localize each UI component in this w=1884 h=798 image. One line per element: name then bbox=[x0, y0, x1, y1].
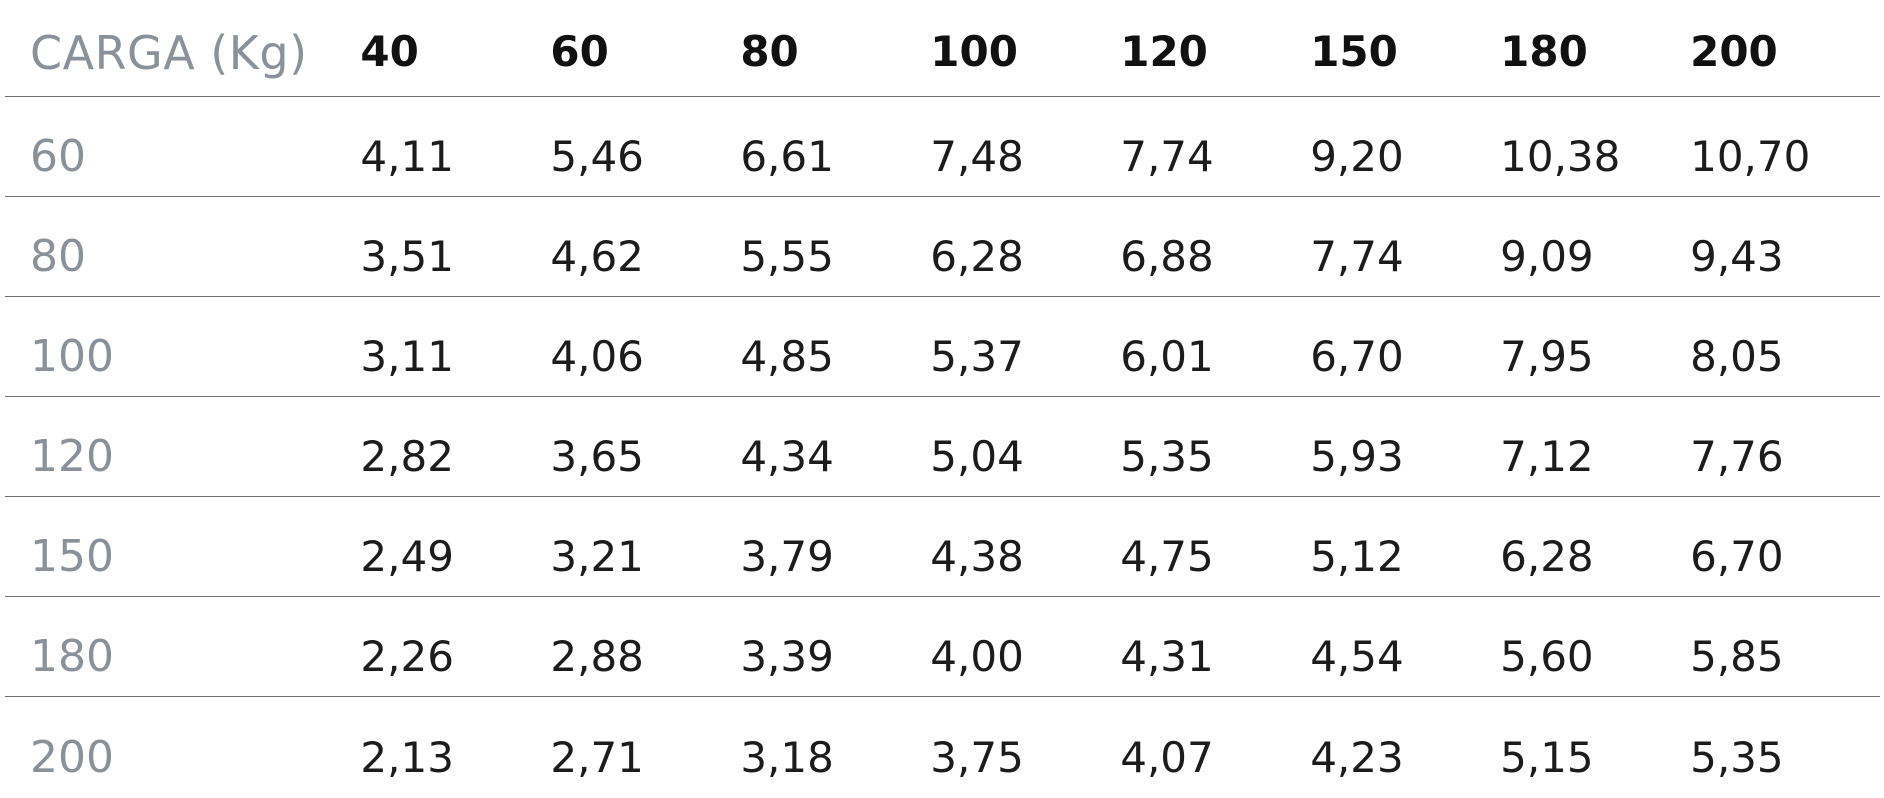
table-cell: 5,85 bbox=[1690, 632, 1784, 681]
table-cell: 4,62 bbox=[550, 232, 644, 281]
table-cell: 5,04 bbox=[930, 432, 1024, 481]
table-cell: 5,46 bbox=[550, 132, 644, 181]
column-header: 60 bbox=[550, 26, 609, 76]
table-header-row: CARGA (Kg) 40 60 80 100 120 150 180 200 bbox=[5, 0, 1880, 97]
table-cell: 3,51 bbox=[360, 232, 454, 281]
table-cell: 6,28 bbox=[930, 232, 1024, 281]
table-cell: 4,00 bbox=[930, 632, 1024, 681]
column-header: 80 bbox=[740, 26, 799, 76]
table-row: 150 2,49 3,21 3,79 4,38 4,75 5,12 6,28 6… bbox=[5, 497, 1880, 597]
table-cell: 2,88 bbox=[550, 632, 644, 681]
table-cell: 4,06 bbox=[550, 332, 644, 381]
table-cell: 4,11 bbox=[360, 132, 454, 181]
table-row: 60 4,11 5,46 6,61 7,48 7,74 9,20 10,38 1… bbox=[5, 97, 1880, 197]
table-cell: 10,38 bbox=[1500, 132, 1621, 181]
table-cell: 3,65 bbox=[550, 432, 644, 481]
table-row: 80 3,51 4,62 5,55 6,28 6,88 7,74 9,09 9,… bbox=[5, 197, 1880, 297]
table-cell: 7,48 bbox=[930, 132, 1024, 181]
table-row: 200 2,13 2,71 3,18 3,75 4,07 4,23 5,15 5… bbox=[5, 697, 1880, 797]
table-cell: 6,70 bbox=[1310, 332, 1404, 381]
table-cell: 5,35 bbox=[1120, 432, 1214, 481]
column-header: 40 bbox=[360, 26, 419, 76]
table-cell: 2,26 bbox=[360, 632, 454, 681]
table-cell: 7,76 bbox=[1690, 432, 1784, 481]
table-cell: 5,93 bbox=[1310, 432, 1404, 481]
table-cell: 4,31 bbox=[1120, 632, 1214, 681]
table-cell: 6,61 bbox=[740, 132, 834, 181]
column-header: 180 bbox=[1500, 26, 1588, 76]
table-cell: 4,23 bbox=[1310, 732, 1404, 782]
table-cell: 8,05 bbox=[1690, 332, 1784, 381]
table-cell: 6,28 bbox=[1500, 532, 1594, 581]
table-cell: 7,95 bbox=[1500, 332, 1594, 381]
table-cell: 5,12 bbox=[1310, 532, 1404, 581]
load-table: CARGA (Kg) 40 60 80 100 120 150 180 200 … bbox=[5, 0, 1880, 797]
table-cell: 3,75 bbox=[930, 732, 1024, 782]
table-row: 180 2,26 2,88 3,39 4,00 4,31 4,54 5,60 5… bbox=[5, 597, 1880, 697]
table-cell: 4,07 bbox=[1120, 732, 1214, 782]
table-cell: 7,74 bbox=[1310, 232, 1404, 281]
table-cell: 4,54 bbox=[1310, 632, 1404, 681]
column-header: 150 bbox=[1310, 26, 1398, 76]
table-cell: 4,38 bbox=[930, 532, 1024, 581]
table-cell: 5,55 bbox=[740, 232, 834, 281]
table-cell: 2,13 bbox=[360, 732, 454, 782]
row-label: 120 bbox=[30, 431, 114, 482]
table-cell: 4,85 bbox=[740, 332, 834, 381]
table-cell: 2,49 bbox=[360, 532, 454, 581]
table-cell: 6,70 bbox=[1690, 532, 1784, 581]
table-cell: 3,39 bbox=[740, 632, 834, 681]
row-label: 60 bbox=[30, 131, 86, 182]
table-cell: 2,71 bbox=[550, 732, 644, 782]
table-cell: 9,09 bbox=[1500, 232, 1594, 281]
table-cell: 7,12 bbox=[1500, 432, 1594, 481]
table-cell: 3,11 bbox=[360, 332, 454, 381]
table-cell: 6,01 bbox=[1120, 332, 1214, 381]
table-cell: 5,15 bbox=[1500, 732, 1594, 782]
table-cell: 3,21 bbox=[550, 532, 644, 581]
table-cell: 6,88 bbox=[1120, 232, 1214, 281]
table-cell: 9,20 bbox=[1310, 132, 1404, 181]
table-cell: 5,35 bbox=[1690, 732, 1784, 782]
table-cell: 7,74 bbox=[1120, 132, 1214, 181]
column-header: 100 bbox=[930, 26, 1018, 76]
table-cell: 5,60 bbox=[1500, 632, 1594, 681]
column-header: 200 bbox=[1690, 26, 1778, 76]
table-cell: 2,82 bbox=[360, 432, 454, 481]
table-cell: 4,75 bbox=[1120, 532, 1214, 581]
table-cell: 4,34 bbox=[740, 432, 834, 481]
row-label: 100 bbox=[30, 331, 114, 382]
row-label: 200 bbox=[30, 731, 114, 783]
corner-label: CARGA (Kg) bbox=[30, 26, 308, 80]
row-label: 180 bbox=[30, 631, 114, 682]
table-row: 120 2,82 3,65 4,34 5,04 5,35 5,93 7,12 7… bbox=[5, 397, 1880, 497]
column-header: 120 bbox=[1120, 26, 1208, 76]
row-label: 150 bbox=[30, 531, 114, 582]
table-cell: 3,79 bbox=[740, 532, 834, 581]
row-label: 80 bbox=[30, 231, 86, 282]
table-row: 100 3,11 4,06 4,85 5,37 6,01 6,70 7,95 8… bbox=[5, 297, 1880, 397]
table-cell: 5,37 bbox=[930, 332, 1024, 381]
table-cell: 9,43 bbox=[1690, 232, 1784, 281]
table-cell: 3,18 bbox=[740, 732, 834, 782]
table-cell: 10,70 bbox=[1690, 132, 1811, 181]
